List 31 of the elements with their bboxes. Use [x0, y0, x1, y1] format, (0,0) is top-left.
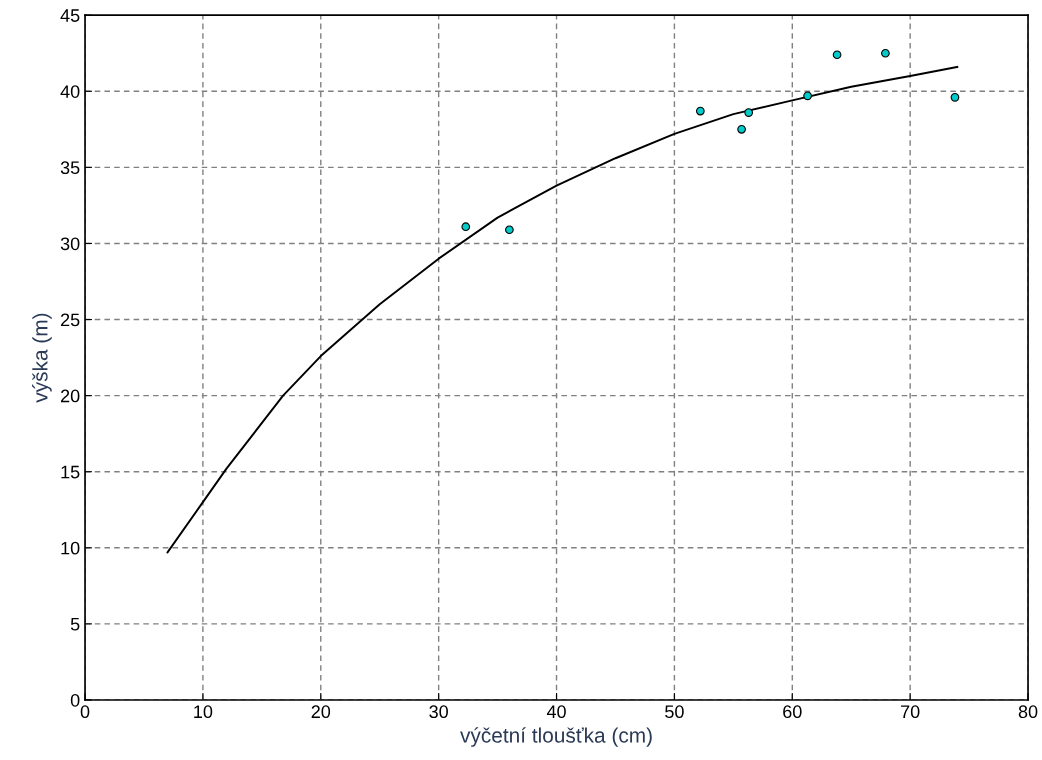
- y-tick-label: 25: [60, 313, 80, 327]
- y-tick-label: 15: [61, 465, 80, 479]
- x-tick-label: 10: [194, 705, 213, 719]
- x-tick-label: 0: [80, 705, 90, 719]
- point: [737, 124, 746, 134]
- y-tick-label: 0: [70, 693, 80, 707]
- y-axis-title: výška (m): [32, 313, 52, 403]
- x-tick-label: 20: [311, 705, 331, 719]
- x-tick-label: 60: [783, 705, 802, 719]
- x-axis-title: výčetní tloušťka (cm): [460, 727, 652, 747]
- x-tick-label: 80: [1018, 705, 1038, 719]
- point: [832, 50, 842, 60]
- y-tick-label: 35: [60, 161, 80, 175]
- y-tick-label: 45: [60, 9, 80, 22]
- x-tick-label: 40: [546, 705, 566, 719]
- point: [695, 106, 705, 116]
- point: [803, 91, 812, 101]
- x-tick-label: 30: [429, 705, 448, 719]
- point: [505, 225, 514, 235]
- y-tick-label: 10: [61, 541, 80, 555]
- y-tick-label: 5: [70, 618, 80, 631]
- point: [744, 108, 754, 117]
- point: [881, 48, 890, 58]
- point: [461, 222, 471, 232]
- x-tick-label: 50: [665, 705, 684, 719]
- line-series: [166, 65, 959, 554]
- y-tick-label: 30: [60, 237, 80, 251]
- y-tick-label: 40: [60, 85, 80, 98]
- y-tick-label: 20: [60, 389, 80, 403]
- point: [950, 93, 960, 102]
- x-tick-label: 70: [901, 705, 920, 719]
